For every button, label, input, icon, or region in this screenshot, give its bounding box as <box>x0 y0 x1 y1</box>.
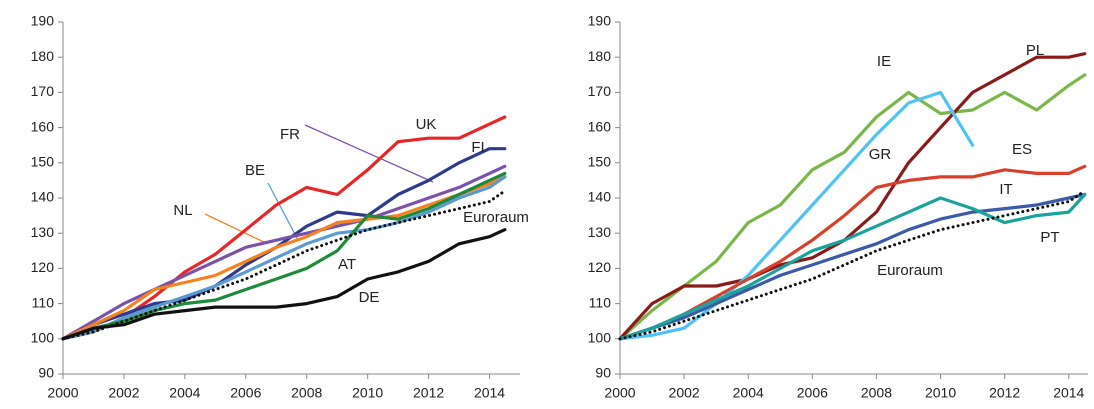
series-line <box>61 171 507 341</box>
series-line <box>61 175 507 341</box>
x-tick-label: 2006 <box>797 385 828 401</box>
y-tick-label: 120 <box>588 259 612 275</box>
y-tick-label: 150 <box>31 154 55 170</box>
series-label: NL <box>173 202 192 219</box>
series-line <box>61 189 507 341</box>
y-tick-label: 130 <box>31 224 55 240</box>
series-line <box>61 164 507 341</box>
y-tick-label: 100 <box>588 330 612 346</box>
y-tick-label: 190 <box>588 13 612 29</box>
series-label: AT <box>338 256 356 273</box>
y-tick-label: 90 <box>595 365 611 381</box>
be-arrow <box>267 182 299 241</box>
series-label: PL <box>1026 42 1044 59</box>
y-tick-label: 140 <box>31 189 55 205</box>
x-tick-label: 2004 <box>733 385 764 401</box>
series-line <box>618 90 975 341</box>
series-line <box>618 192 1087 341</box>
series-label: ES <box>1012 141 1032 158</box>
y-tick-label: 180 <box>31 48 55 64</box>
x-tick-label: 2000 <box>604 385 635 401</box>
series-line <box>618 189 1087 341</box>
y-tick-label: 160 <box>588 118 612 134</box>
nl-arrow <box>204 213 269 245</box>
series-line <box>618 164 1087 341</box>
series-label: BE <box>245 162 265 179</box>
y-tick-label: 150 <box>588 154 612 170</box>
y-tick-label: 190 <box>31 13 55 29</box>
x-tick-label: 2002 <box>669 385 700 401</box>
series-label: IT <box>999 181 1012 198</box>
x-tick-label: 2008 <box>291 385 322 401</box>
x-tick-label: 2004 <box>169 385 200 401</box>
x-tick-label: 2010 <box>925 385 956 401</box>
x-tick-label: 2000 <box>47 385 78 401</box>
series-label: FI <box>471 139 484 156</box>
series-label: Euroraum <box>463 209 529 226</box>
series-label: DE <box>359 289 380 306</box>
y-tick-label: 100 <box>31 330 55 346</box>
series-label: Euroraum <box>877 262 943 279</box>
series-label: UK <box>416 116 437 133</box>
y-tick-label: 110 <box>589 294 612 310</box>
x-tick-label: 2006 <box>230 385 261 401</box>
y-tick-label: 90 <box>38 365 54 381</box>
y-tick-label: 110 <box>32 294 55 310</box>
series-line <box>618 192 1087 341</box>
x-tick-label: 2012 <box>989 385 1020 401</box>
x-tick-label: 2014 <box>474 385 505 401</box>
series-label: FR <box>280 126 300 143</box>
x-tick-label: 2014 <box>1053 385 1084 401</box>
fr-arrow <box>304 124 434 183</box>
series-label: PT <box>1040 229 1059 246</box>
series-label: IE <box>877 53 891 70</box>
series-line <box>618 52 1087 341</box>
y-tick-label: 180 <box>588 48 612 64</box>
series-line <box>61 175 507 341</box>
y-tick-label: 140 <box>588 189 612 205</box>
y-tick-label: 170 <box>31 83 55 99</box>
y-tick-label: 160 <box>31 118 55 134</box>
y-tick-label: 130 <box>588 224 612 240</box>
x-tick-label: 2012 <box>413 385 444 401</box>
series-line <box>61 228 507 341</box>
x-tick-label: 2008 <box>861 385 892 401</box>
series-label: GR <box>869 146 892 163</box>
y-tick-label: 170 <box>588 83 612 99</box>
x-tick-label: 2002 <box>108 385 139 401</box>
y-tick-label: 120 <box>31 259 55 275</box>
x-tick-label: 2010 <box>352 385 383 401</box>
series-line <box>61 115 507 341</box>
series-line <box>618 73 1087 341</box>
arrows <box>204 124 434 245</box>
